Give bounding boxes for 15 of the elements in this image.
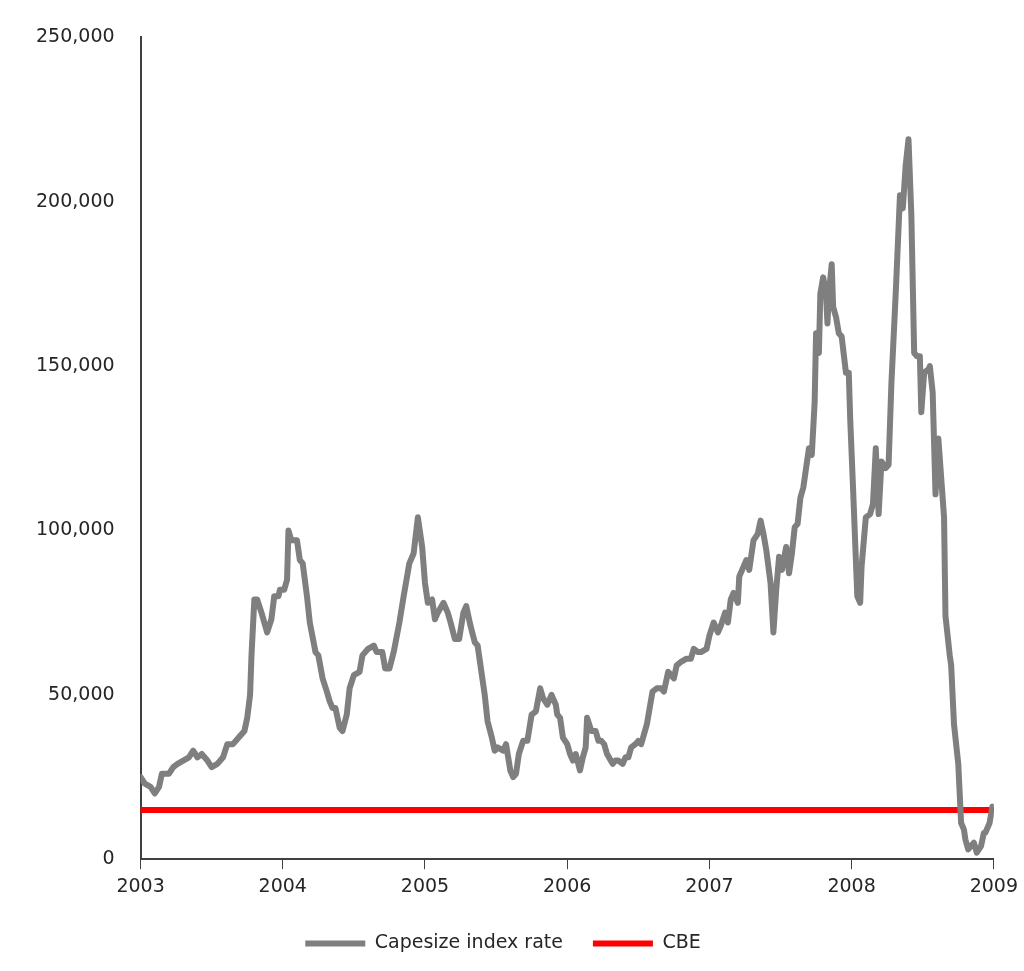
y-tick-label: 200,000 xyxy=(35,188,115,211)
legend-label: Capesize index rate xyxy=(374,930,563,953)
x-tick-label: 2006 xyxy=(543,873,592,896)
y-tick-label: 0 xyxy=(102,846,115,869)
y-tick-label: 150,000 xyxy=(35,353,115,376)
y-tick-label: 250,000 xyxy=(35,24,115,47)
x-tick-label: 2004 xyxy=(258,873,307,896)
y-tick-label: 50,000 xyxy=(48,681,115,704)
y-tick-label: 100,000 xyxy=(35,517,115,540)
legend-label: CBE xyxy=(662,930,701,953)
x-tick-label: 2009 xyxy=(969,873,1018,896)
x-tick-label: 2005 xyxy=(400,873,450,896)
x-tick-label: 2007 xyxy=(685,873,734,896)
x-tick-label: 2003 xyxy=(116,873,165,896)
x-tick-label: 2008 xyxy=(827,873,876,896)
